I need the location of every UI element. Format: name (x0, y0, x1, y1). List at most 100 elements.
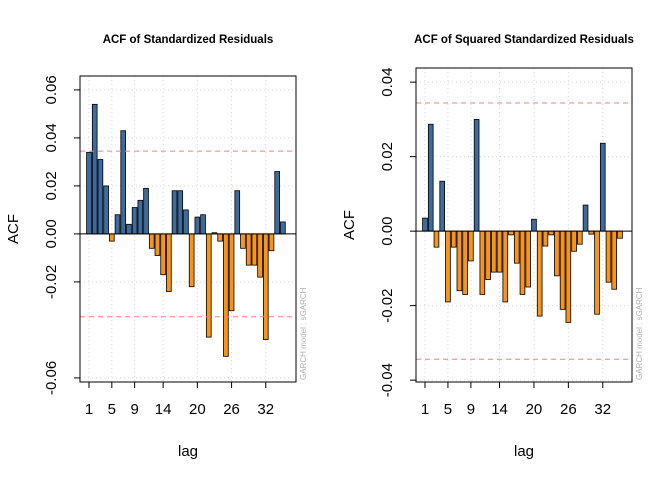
x-tick-label: 14 (155, 401, 172, 418)
bar (154, 233, 161, 256)
bar (245, 233, 252, 266)
bar (143, 187, 149, 235)
bar (559, 230, 566, 310)
bar (479, 230, 486, 295)
chart-title: ACF of Standardized Residuals (103, 34, 274, 46)
bar (445, 230, 451, 303)
y-tick-label: -0.02 (379, 289, 396, 323)
plot-frame (415, 67, 633, 383)
bar (536, 230, 543, 317)
x-axis-label: lag (178, 443, 198, 460)
y-tick-label: -0.06 (43, 361, 60, 395)
bar (439, 180, 446, 232)
bar (542, 230, 549, 247)
bar (594, 230, 600, 315)
bar (450, 230, 457, 248)
bar (228, 233, 235, 312)
y-axis-label: ACF (5, 214, 22, 244)
x-tick-label: 5 (444, 401, 452, 418)
bar (427, 123, 434, 232)
side-note: GARCH model : sGARCH (299, 287, 308, 380)
bar (268, 233, 275, 252)
bar (617, 230, 623, 239)
x-tick-label: 1 (85, 401, 93, 418)
y-axis-label: ACF (341, 210, 358, 240)
bar (565, 230, 572, 323)
y-tick-label: -0.04 (379, 363, 396, 397)
bar (205, 233, 212, 338)
bar (519, 230, 526, 295)
bar (433, 230, 440, 248)
bar (582, 204, 589, 232)
x-tick-label: 9 (130, 401, 138, 418)
bar (160, 233, 166, 276)
bar (502, 230, 509, 303)
y-tick-label: 0.04 (379, 68, 396, 97)
bar (200, 214, 206, 235)
bar (240, 233, 246, 249)
chart-title: ACF of Squared Standardized Residuals (414, 34, 634, 46)
bar (171, 190, 178, 235)
bar (120, 130, 127, 235)
bar (525, 230, 532, 288)
x-axis-label: lag (514, 443, 534, 460)
bar (611, 230, 618, 290)
bar (571, 230, 577, 252)
bar (274, 171, 280, 235)
bar (137, 199, 144, 235)
bar (473, 119, 480, 232)
bar (183, 209, 189, 235)
x-tick-label: 1 (421, 401, 429, 418)
bar (577, 230, 583, 245)
bar (148, 233, 155, 249)
bar (103, 185, 109, 235)
bar (599, 142, 606, 232)
bar (554, 230, 560, 277)
bar (251, 233, 258, 266)
x-tick-label: 32 (257, 401, 274, 418)
x-tick-label: 9 (467, 401, 475, 418)
bar (531, 218, 537, 232)
x-tick-label: 26 (560, 401, 577, 418)
bar (109, 233, 115, 242)
x-tick-label: 20 (526, 401, 543, 418)
y-tick-label: 0.06 (43, 75, 60, 104)
bar (223, 233, 229, 357)
y-tick-label: 0.02 (379, 142, 396, 171)
bar (605, 230, 612, 283)
bar (508, 230, 514, 236)
bar (188, 233, 195, 288)
bar (177, 190, 184, 235)
y-tick-label: -0.02 (43, 265, 60, 299)
x-tick-label: 26 (223, 401, 240, 418)
x-tick-label: 5 (108, 401, 116, 418)
bar (217, 233, 223, 242)
bar (468, 230, 474, 262)
bar (97, 159, 104, 235)
bar (234, 190, 241, 235)
bar (194, 216, 201, 235)
x-tick-label: 14 (491, 401, 508, 418)
y-tick-label: 0.00 (43, 219, 60, 248)
bar (456, 230, 463, 292)
bar (513, 230, 520, 264)
y-tick-label: 0.02 (43, 171, 60, 200)
y-tick-label: 0.00 (379, 217, 396, 246)
bar (280, 221, 286, 235)
x-tick-label: 32 (594, 401, 611, 418)
y-tick-label: 0.04 (43, 123, 60, 152)
side-note: GARCH model : sGARCH (635, 287, 644, 380)
bar (131, 207, 138, 235)
bar (491, 230, 497, 273)
bar (496, 230, 503, 273)
plot-frame (79, 75, 297, 383)
bar (114, 214, 121, 235)
bar (166, 233, 172, 292)
bar (86, 151, 92, 235)
bar (257, 233, 263, 278)
bar (422, 217, 428, 232)
bar (548, 230, 554, 236)
bar (262, 233, 269, 340)
bar (462, 230, 468, 295)
